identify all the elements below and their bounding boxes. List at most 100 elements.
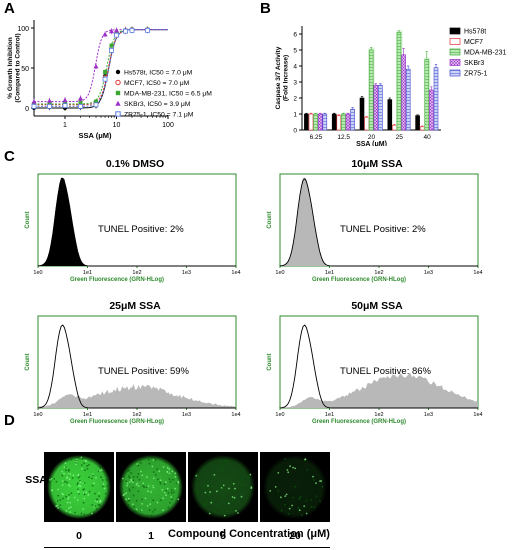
- data-point: [78, 100, 83, 105]
- concentration-label: 5: [220, 530, 226, 542]
- y-axis-label: Count: [25, 353, 31, 370]
- histogram-title: 25μM SSA: [109, 300, 161, 312]
- bar: [359, 97, 365, 131]
- histogram-title: 0.1% DMSO: [105, 158, 165, 170]
- x-tick-label: 1e3: [182, 412, 191, 418]
- x-axis-label: SSA (μM): [356, 141, 387, 146]
- well-glow: [47, 455, 111, 519]
- legend-swatch: [449, 27, 461, 35]
- legend-entry: SKBr3, IC50 = 3.9 μM: [115, 100, 191, 108]
- legend-label: Hs578t, IC50 = 7.0 μM: [124, 70, 193, 77]
- x-tick-label: 20: [368, 134, 376, 141]
- legend-marker: [115, 111, 121, 117]
- data-point: [78, 104, 83, 109]
- x-tick-label: 1e1: [325, 270, 334, 276]
- control-outline: [279, 178, 478, 267]
- x-tick-label: 1e0: [33, 270, 42, 276]
- data-point: [103, 70, 108, 74]
- legend-entry: MCF7, IC50 = 7.0 μM: [115, 79, 190, 87]
- tunel-positive-label: TUNEL Positive: 2%: [98, 224, 184, 235]
- tunel-histogram: 1e0 1e1 1e2 1e3 1e4 Green Fluorescence (GRN-H…: [267, 315, 483, 425]
- concentration-label: 1: [148, 530, 154, 542]
- well-speckle: [120, 456, 181, 517]
- x-tick-label: 1e4: [231, 270, 240, 276]
- histogram-fill: [280, 177, 478, 266]
- bar: [373, 84, 379, 131]
- legend-swatch: [449, 38, 461, 45]
- bar: [401, 54, 406, 131]
- data-point: [114, 27, 120, 33]
- fluorescence-well: [116, 452, 186, 522]
- legend-label: ZR75-1, IC50 = 7.1 μM: [124, 112, 194, 119]
- x-axis-label: Green Fluorescence (GRN-HLog): [70, 419, 164, 425]
- panel-d-letter: D: [4, 412, 15, 429]
- y-tick-label: 4: [293, 64, 297, 71]
- y-axis-label: Count: [267, 211, 273, 228]
- well-speckle: [49, 456, 109, 518]
- data-point: [114, 32, 119, 38]
- y-tick-label: 6: [293, 32, 297, 39]
- x-tick-label: 1e2: [374, 412, 383, 418]
- data-point: [123, 28, 128, 34]
- x-tick-label: 25: [396, 134, 404, 141]
- legend-marker: [115, 69, 121, 75]
- x-axis-label: Green Fluorescence (GRN-HLog): [70, 277, 164, 283]
- histogram-title: 10μM SSA: [351, 158, 403, 170]
- fluorescence-well: [260, 452, 330, 522]
- bar: [429, 89, 434, 131]
- bar: [387, 99, 393, 131]
- x-tick-label: 40: [423, 134, 431, 141]
- fit-curve: [34, 29, 168, 106]
- x-tick-label: 1e2: [374, 270, 383, 276]
- x-tick-label: 1e1: [83, 412, 92, 418]
- data-point: [93, 63, 99, 69]
- legend-label: Hs578t: [464, 29, 486, 36]
- data-point: [102, 76, 108, 82]
- legend-swatch: [449, 69, 461, 77]
- bar: [392, 124, 397, 131]
- bar: [378, 84, 383, 131]
- x-tick-label: 1e4: [231, 412, 240, 418]
- control-outline: [37, 178, 236, 267]
- tunel-histogram: 1e0 1e1 1e2 1e3 1e4 Green Fluorescence (GRN-H…: [267, 173, 483, 283]
- bar: [424, 59, 430, 131]
- panel-c-letter: C: [4, 148, 15, 165]
- x-tick-label: 1e1: [83, 270, 92, 276]
- data-point: [31, 99, 37, 104]
- bar: [322, 113, 328, 131]
- bar: [308, 113, 314, 131]
- histogram-fill: [38, 177, 236, 266]
- bar: [433, 67, 439, 131]
- data-point: [129, 27, 135, 33]
- control-outline: [37, 324, 236, 409]
- legend-entry: MDA-MB-231: [449, 48, 507, 57]
- legend-label: ZR75-1: [464, 71, 487, 78]
- bar: [336, 115, 342, 131]
- x-tick-label: 1e3: [424, 270, 433, 276]
- x-tick-label: 6.25: [310, 134, 323, 141]
- fluorescence-well: [44, 452, 114, 522]
- bar: [331, 113, 337, 131]
- data-point: [47, 98, 53, 103]
- bar: [364, 116, 369, 131]
- well-speckle: [269, 458, 324, 517]
- y-tick-label: 0: [25, 106, 29, 113]
- histogram-fill: [38, 384, 236, 408]
- y-tick-label: 100: [17, 26, 29, 33]
- x-tick-label: 1e2: [132, 412, 141, 418]
- x-tick-label: 1e4: [473, 270, 482, 276]
- fluorescence-well: [188, 452, 258, 522]
- panel-a-letter: A: [4, 0, 15, 17]
- dose-response-chart: 0 50 100 1 10 100 SSA (μM) % Growth Inhibition(…: [7, 20, 212, 140]
- x-tick-label: 1e3: [424, 412, 433, 418]
- tunel-positive-label: TUNEL Positive: 86%: [340, 366, 431, 377]
- concentration-label: 0: [76, 530, 82, 542]
- well-speckle: [194, 459, 253, 517]
- compound-concentration-label: Compound Concentration (μM): [168, 528, 330, 540]
- well-glow: [191, 455, 255, 519]
- control-outline: [279, 324, 478, 409]
- data-point: [47, 104, 52, 109]
- legend-label: SKBr3: [464, 60, 484, 67]
- data-point: [109, 28, 115, 34]
- y-tick-label: 2: [293, 96, 297, 103]
